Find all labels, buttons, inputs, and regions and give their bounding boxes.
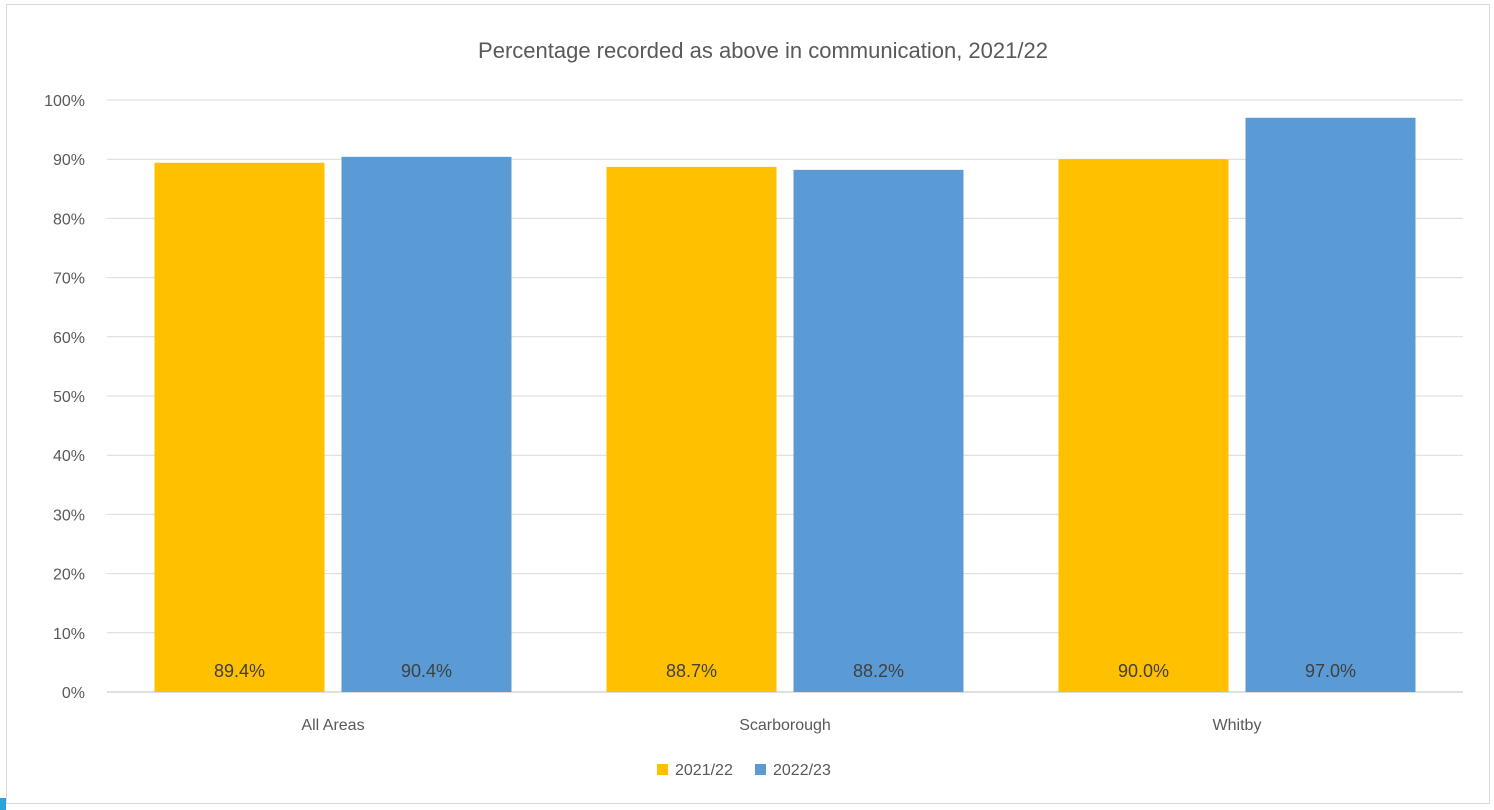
bar-2021-22-all-areas: [154, 162, 325, 692]
x-tick-label: Scarborough: [739, 717, 831, 734]
bars: 89.4% 90.4% 88.7% 88.2% 90.0% 97.0%: [154, 117, 1416, 692]
bar-2022-23-scarborough: [793, 169, 964, 692]
y-tick-label: 20%: [53, 567, 85, 584]
x-axis: All Areas Scarborough Whitby: [301, 717, 1261, 734]
data-label: 97.0%: [1305, 661, 1356, 681]
legend-label: 2022/23: [773, 762, 831, 779]
y-axis: 0% 10% 20% 30% 40% 50% 60% 70% 80% 90% 100%: [44, 93, 85, 702]
y-tick-label: 50%: [53, 389, 85, 406]
y-tick-label: 60%: [53, 330, 85, 347]
y-tick-label: 40%: [53, 448, 85, 465]
legend-label: 2021/22: [675, 762, 733, 779]
x-tick-label: Whitby: [1213, 717, 1262, 734]
data-label: 90.4%: [401, 661, 452, 681]
data-label: 90.0%: [1118, 661, 1169, 681]
corner-accent: [0, 798, 6, 810]
data-label: 88.2%: [853, 661, 904, 681]
y-tick-label: 0%: [62, 685, 85, 702]
bar-2021-22-scarborough: [606, 166, 777, 692]
bar-2021-22-whitby: [1058, 159, 1229, 692]
bar-chart: Percentage recorded as above in communic…: [44, 38, 1463, 779]
y-tick-label: 70%: [53, 271, 85, 288]
y-tick-label: 90%: [53, 152, 85, 169]
chart-area: Percentage recorded as above in communic…: [6, 4, 1490, 804]
legend: 2021/22 2022/23: [657, 762, 831, 779]
y-tick-label: 30%: [53, 507, 85, 524]
data-label: 89.4%: [214, 661, 265, 681]
data-label: 88.7%: [666, 661, 717, 681]
legend-swatch: [755, 764, 766, 775]
y-tick-label: 80%: [53, 211, 85, 228]
chart-title: Percentage recorded as above in communic…: [478, 38, 1048, 63]
gridlines: [107, 99, 1463, 693]
bar-2022-23-whitby: [1245, 117, 1416, 692]
bar-2022-23-all-areas: [341, 156, 512, 692]
x-tick-label: All Areas: [301, 717, 364, 734]
y-tick-label: 100%: [44, 93, 85, 110]
legend-swatch: [657, 764, 668, 775]
y-tick-label: 10%: [53, 626, 85, 643]
